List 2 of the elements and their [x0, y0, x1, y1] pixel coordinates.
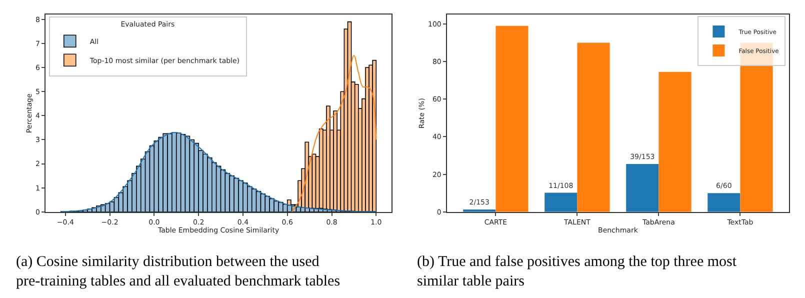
text: (a) Cosine similarity distribution between the used pre-training tables and all evaluated benchmark tables: [16, 254, 340, 290]
text: (b) True and false positives among the top three most similar table pairs: [417, 254, 738, 290]
